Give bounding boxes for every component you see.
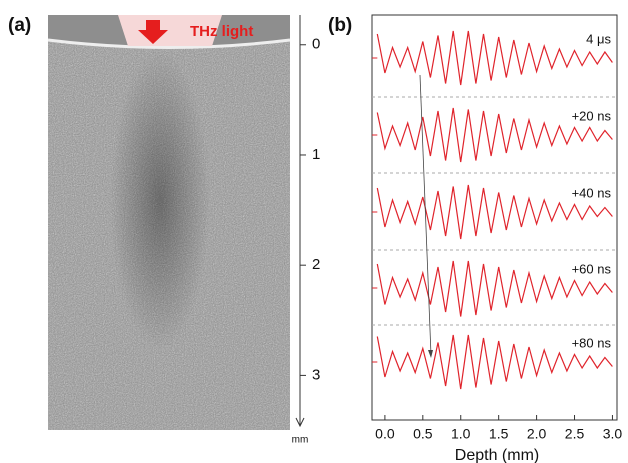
shift-arrow (419, 74, 432, 356)
plot-frame (371, 14, 618, 421)
micrograph: THz light (47, 15, 291, 430)
beam (118, 15, 222, 46)
row-separators (372, 96, 617, 326)
panel-label: (a) (8, 15, 31, 36)
waveform (376, 334, 613, 390)
series-label: +20 ns (572, 108, 612, 123)
series-label: +80 ns (572, 335, 612, 350)
series-label: +40 ns (572, 185, 612, 200)
scale-tick-label: 3 (312, 366, 320, 383)
light-label: THz light (190, 23, 253, 40)
scale-tick-label: 2 (312, 256, 320, 273)
x-tick-label: 2.5 (565, 426, 585, 442)
waveform (376, 260, 613, 317)
x-tick-label: 3.0 (603, 426, 623, 442)
surface (47, 38, 291, 49)
series-label: 4 μs (586, 31, 611, 46)
image-feature (110, 50, 210, 350)
waveform (376, 30, 613, 86)
waveform (376, 184, 613, 240)
x-axis-label: Depth (mm) (455, 447, 539, 463)
panel-label: (b) (328, 15, 352, 36)
scale-arrow (295, 417, 305, 428)
scale-tick-label: 1 (312, 146, 320, 163)
scale-unit: mm (292, 435, 309, 446)
shift-arrowhead (428, 350, 433, 358)
series-label: +60 ns (572, 261, 612, 276)
scale-tick-label: 0 (312, 36, 320, 53)
x-tick-label: 1.5 (489, 426, 509, 442)
x-tick-label: 0.5 (413, 426, 433, 442)
x-tick-label: 2.0 (527, 426, 547, 442)
x-tick-label: 0.0 (375, 426, 395, 442)
x-tick-label: 1.0 (451, 426, 471, 442)
light-arrow (138, 20, 168, 44)
waveform (376, 107, 613, 163)
